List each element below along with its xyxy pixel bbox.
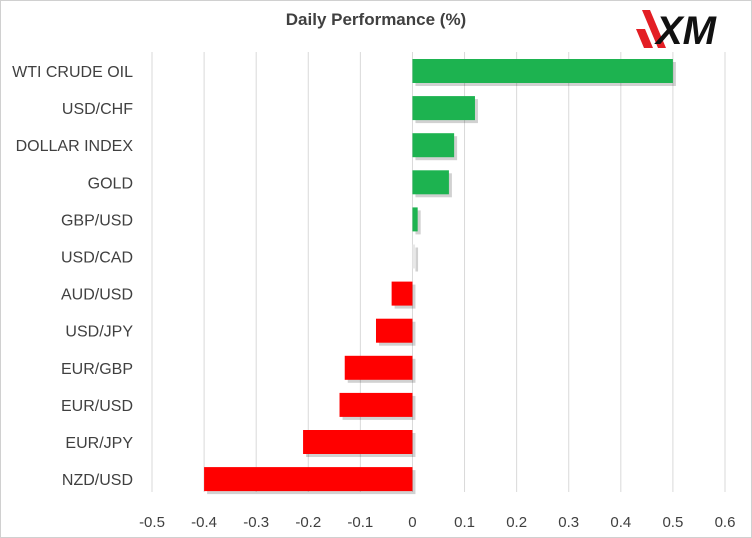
xm-logo-text: XM bbox=[654, 9, 718, 53]
xm-logo: XM bbox=[636, 4, 746, 54]
bar-wti-crude-oil bbox=[412, 59, 673, 83]
chart-title: Daily Performance (%) bbox=[285, 10, 467, 29]
x-tick-label: 0.2 bbox=[506, 514, 527, 531]
bar-eur-usd bbox=[339, 392, 413, 417]
gridlines bbox=[151, 52, 726, 492]
category-label: GBP/USD bbox=[61, 212, 133, 229]
category-label: EUR/JPY bbox=[65, 435, 133, 452]
category-label: DOLLAR INDEX bbox=[16, 138, 134, 155]
x-tick-label: 0.6 bbox=[715, 514, 736, 531]
bars bbox=[204, 59, 676, 495]
category-label: USD/JPY bbox=[65, 324, 133, 341]
bar-usd-chf bbox=[412, 96, 475, 121]
category-label: AUD/USD bbox=[61, 287, 133, 304]
xm-logo-icon: XM bbox=[636, 9, 718, 53]
bar-gold bbox=[412, 170, 449, 195]
x-tick-label: 0.3 bbox=[558, 514, 579, 531]
x-tick-label: 0.5 bbox=[662, 514, 683, 531]
category-label: EUR/USD bbox=[61, 398, 133, 415]
x-tick-label: 0 bbox=[408, 514, 416, 531]
x-tick-label: -0.4 bbox=[191, 514, 217, 531]
category-label: USD/CHF bbox=[62, 101, 133, 118]
bar-usd-cad bbox=[412, 244, 416, 269]
bar-nzd-usd bbox=[204, 467, 413, 492]
bar-shadow bbox=[415, 247, 419, 272]
x-tick-label: -0.5 bbox=[139, 514, 165, 531]
bar-gbp-usd bbox=[412, 207, 418, 232]
x-tick-labels: -0.5 -0.4 -0.3 -0.2 -0.1 0 0.1 0.2 0.3 0.4 0.5 0.6 bbox=[139, 514, 735, 531]
x-tick-label: -0.1 bbox=[347, 514, 373, 531]
bar-eur-gbp bbox=[344, 355, 413, 380]
category-label: WTI CRUDE OIL bbox=[12, 64, 133, 81]
x-tick-label: 0.4 bbox=[610, 514, 631, 531]
category-label: USD/CAD bbox=[61, 250, 133, 267]
bar-dollar-index bbox=[412, 133, 455, 158]
x-tick-label: -0.2 bbox=[295, 514, 321, 531]
category-label: GOLD bbox=[88, 175, 133, 192]
category-label: NZD/USD bbox=[62, 472, 133, 489]
category-labels: WTI CRUDE OIL USD/CHF DOLLAR INDEX GOLD GBP/… bbox=[12, 64, 133, 489]
bar-eur-jpy bbox=[303, 430, 413, 454]
x-tick-label: -0.3 bbox=[243, 514, 269, 531]
bar-usd-jpy bbox=[375, 318, 413, 343]
bar-aud-usd bbox=[391, 281, 413, 306]
category-label: EUR/GBP bbox=[61, 361, 133, 378]
x-tick-label: 0.1 bbox=[454, 514, 475, 531]
bar-shadow bbox=[415, 210, 421, 235]
